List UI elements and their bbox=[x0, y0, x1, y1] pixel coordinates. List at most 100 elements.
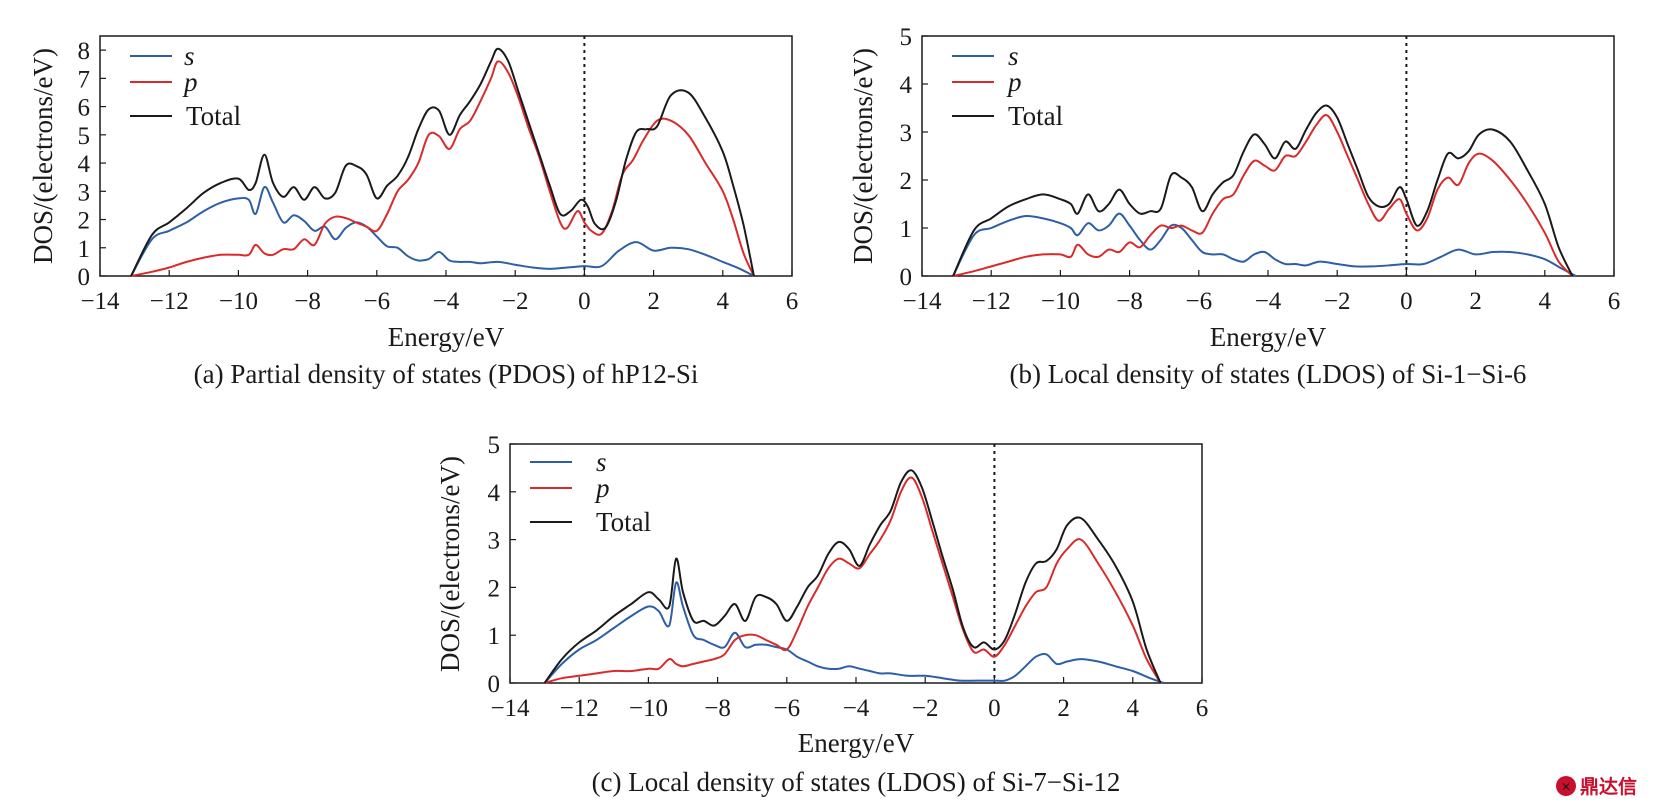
panel-c-y-tick-label: 3 bbox=[488, 528, 501, 555]
panel-b-x-tick-label: 2 bbox=[1469, 288, 1482, 315]
watermark-logo-icon bbox=[1556, 776, 1576, 796]
panel-c-x-axis-title: Energy/eV bbox=[798, 728, 915, 758]
panel-a-x-tick-label: 4 bbox=[717, 288, 730, 315]
panel-b-x-tick-label: −12 bbox=[972, 288, 1011, 315]
panel-a-plot-frame bbox=[99, 35, 793, 277]
panel-a-x-ticks: −14 −12 −10 −8 −6 −4 −2 0 2 4 6 bbox=[80, 270, 798, 315]
panel-a-legend-s-label: s bbox=[184, 41, 195, 71]
panel-c-legend-s-label: s bbox=[596, 447, 607, 477]
panel-a-legend-p-label: p bbox=[182, 67, 198, 97]
panel-c-caption: (c) Local density of states (LDOS) of Si… bbox=[592, 767, 1121, 797]
panel-b-x-tick-label: −6 bbox=[1185, 288, 1212, 315]
panel-b-x-tick-label: −10 bbox=[1041, 288, 1080, 315]
panel-c-ldos-si7-si12: −14 −12 −10 −8 −6 −4 −2 0 2 4 6 0 1 2 3 4 5 s p Total E… bbox=[435, 432, 1208, 797]
panel-a-x-tick-label: 6 bbox=[786, 288, 799, 315]
panel-c-x-tick-label: 2 bbox=[1057, 695, 1070, 722]
panel-b-y-tick-label: 3 bbox=[900, 120, 913, 147]
panel-b-x-tick-label: −14 bbox=[902, 288, 942, 315]
panel-c-x-tick-label: −4 bbox=[843, 695, 870, 722]
panel-c-series-total-line bbox=[543, 469, 1162, 684]
panel-a-y-tick-label: 4 bbox=[78, 151, 91, 178]
panel-a-x-tick-label: 0 bbox=[578, 288, 591, 315]
panel-a-y-tick-label: 0 bbox=[78, 264, 91, 291]
panel-c-series-p-line bbox=[544, 476, 1162, 684]
panel-b-y-axis-title: DOS/(electrons/eV) bbox=[848, 48, 878, 264]
panel-b-y-tick-label: 2 bbox=[900, 168, 913, 195]
panel-a-x-tick-label: 2 bbox=[647, 288, 660, 315]
panel-a-y-tick-label: 6 bbox=[78, 95, 91, 122]
panel-b-legend-p-label: p bbox=[1006, 67, 1022, 97]
panel-b-caption: (b) Local density of states (LDOS) of Si… bbox=[1010, 359, 1527, 389]
watermark-logo-glyph: ✕ bbox=[1561, 780, 1571, 794]
panel-b-y-tick-label: 4 bbox=[900, 72, 913, 99]
panel-c-x-tick-label: 4 bbox=[1127, 695, 1140, 722]
panel-b-x-tick-label: 4 bbox=[1539, 288, 1552, 315]
panel-c-series-s-line bbox=[543, 581, 1165, 684]
panel-a-series bbox=[130, 47, 755, 277]
panel-b-series-p-line bbox=[952, 114, 1574, 277]
panel-a-x-tick-label: −14 bbox=[80, 288, 120, 315]
panel-a-series-s-line bbox=[130, 185, 755, 277]
panel-a-y-tick-label: 2 bbox=[78, 208, 91, 235]
watermark: ✕ 鼎达信 bbox=[1556, 775, 1637, 798]
panel-a-x-axis-title: Energy/eV bbox=[388, 322, 505, 352]
panel-a-x-tick-label: −6 bbox=[363, 288, 390, 315]
panel-c-x-tick-label: −2 bbox=[912, 695, 939, 722]
panel-c-y-tick-label: 2 bbox=[488, 575, 501, 602]
panel-c-x-tick-label: −10 bbox=[629, 695, 668, 722]
panel-b-ldos-si1-si6: −14 −12 −10 −8 −6 −4 −2 0 2 4 6 0 1 2 3 4 5 s p Total E… bbox=[848, 24, 1620, 389]
panel-b-series-s-line bbox=[952, 212, 1577, 277]
panel-c-x-tick-label: 6 bbox=[1196, 695, 1209, 722]
panel-c-y-tick-label: 0 bbox=[488, 671, 501, 698]
panel-b-x-tick-label: −2 bbox=[1324, 288, 1351, 315]
panel-b-x-tick-label: 6 bbox=[1608, 288, 1621, 315]
watermark-text: 鼎达信 bbox=[1580, 775, 1637, 798]
panel-a-x-tick-label: −4 bbox=[433, 288, 460, 315]
panel-c-y-tick-label: 5 bbox=[488, 432, 501, 459]
panel-c-x-tick-label: −6 bbox=[773, 695, 800, 722]
panel-b-x-tick-label: −8 bbox=[1116, 288, 1143, 315]
panel-a-y-tick-label: 7 bbox=[78, 66, 91, 93]
panel-b-x-axis-title: Energy/eV bbox=[1210, 322, 1327, 352]
panel-a-y-tick-label: 1 bbox=[78, 236, 91, 263]
panel-b-x-tick-label: 0 bbox=[1400, 288, 1413, 315]
panel-c-y-ticks: 0 1 2 3 4 5 bbox=[488, 432, 516, 698]
panel-c-legend-total-label: Total bbox=[596, 507, 651, 537]
panel-a-caption: (a) Partial density of states (PDOS) of … bbox=[194, 359, 699, 389]
panel-c-legend: s p Total bbox=[530, 447, 651, 537]
panel-b-x-tick-label: −4 bbox=[1255, 288, 1282, 315]
panel-a-x-tick-label: −8 bbox=[294, 288, 321, 315]
panel-b-x-ticks: −14 −12 −10 −8 −6 −4 −2 0 2 4 6 bbox=[902, 270, 1620, 315]
panel-b-y-tick-label: 5 bbox=[900, 24, 913, 51]
panel-c-y-axis-title: DOS/(electrons/eV) bbox=[435, 456, 465, 672]
panel-a-legend: s p Total bbox=[130, 41, 241, 131]
panel-c-x-tick-label: −8 bbox=[704, 695, 731, 722]
panel-b-legend-total-label: Total bbox=[1008, 101, 1063, 131]
panel-b-y-tick-label: 0 bbox=[900, 264, 913, 291]
panel-c-x-tick-label: −14 bbox=[490, 695, 530, 722]
panel-a-series-total-line bbox=[130, 47, 755, 277]
panel-b-plot-frame bbox=[921, 35, 1615, 277]
panel-c-y-tick-label: 4 bbox=[488, 480, 501, 507]
panel-b-series bbox=[952, 104, 1577, 277]
panel-b-series-total-line bbox=[952, 104, 1574, 277]
panel-a-x-tick-label: −10 bbox=[219, 288, 258, 315]
panel-a-y-axis-title: DOS/(electrons/eV) bbox=[28, 48, 58, 264]
panel-c-y-tick-label: 1 bbox=[488, 623, 501, 650]
panel-a-y-tick-label: 8 bbox=[78, 38, 91, 65]
panel-a-legend-total-label: Total bbox=[186, 101, 241, 131]
panel-a-series-p-line bbox=[130, 60, 755, 277]
panel-c-x-tick-label: 0 bbox=[988, 695, 1001, 722]
panel-a-y-tick-label: 5 bbox=[78, 123, 91, 150]
panel-c-legend-p-label: p bbox=[594, 473, 610, 503]
panel-b-legend: s p Total bbox=[952, 41, 1063, 131]
panel-c-series bbox=[543, 469, 1165, 684]
panel-c-x-tick-label: −12 bbox=[560, 695, 599, 722]
panel-b-y-ticks: 0 1 2 3 4 5 bbox=[900, 24, 928, 291]
panel-b-legend-s-label: s bbox=[1008, 41, 1019, 71]
panel-a-x-tick-label: −2 bbox=[502, 288, 529, 315]
panel-c-x-ticks: −14 −12 −10 −8 −6 −4 −2 0 2 4 6 bbox=[490, 677, 1208, 722]
